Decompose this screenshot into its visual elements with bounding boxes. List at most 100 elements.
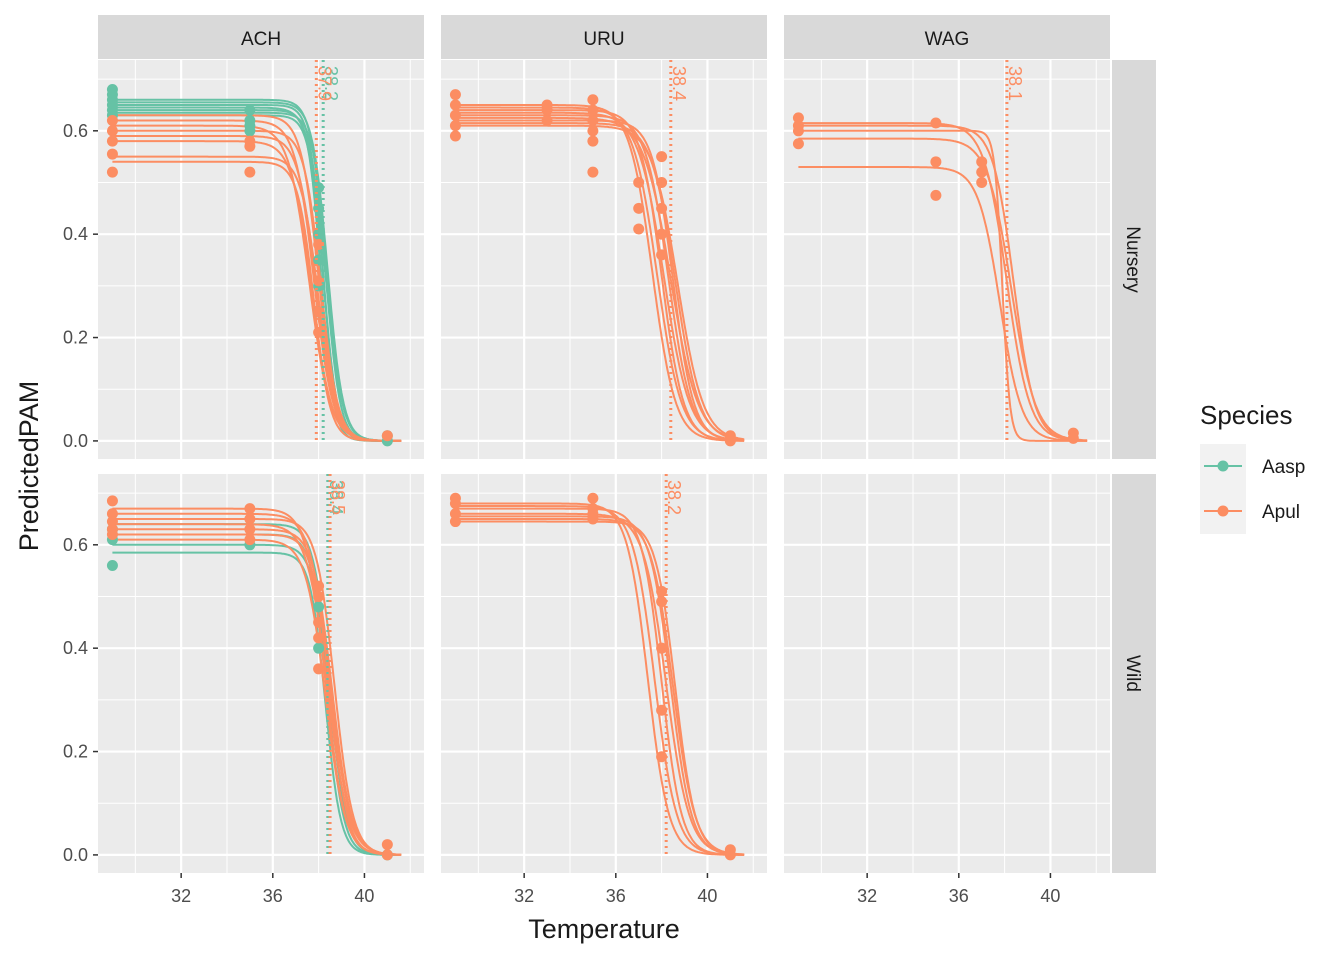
y-axis-title: PredictedPAM [14,381,44,552]
panel: 38.438.5 [98,474,424,873]
data-point [313,254,325,266]
data-point [106,166,118,178]
x-tick-label: 32 [857,886,877,906]
data-point [244,125,256,137]
data-point [106,528,118,540]
y-tick-label: 0.0 [63,845,88,865]
data-point [244,523,256,535]
fit-curve [455,114,745,442]
panel-background [441,474,767,873]
data-point [976,176,988,188]
x-tick-label: 36 [606,886,626,906]
data-point [930,189,942,201]
fit-curve [798,137,1088,442]
ed50-label: 37.9 [314,66,334,101]
x-axis-title: Temperature [528,914,680,944]
data-point [106,125,118,137]
fit-curve [112,551,402,856]
data-point [313,616,325,628]
fit-curve [112,538,402,856]
data-point [313,590,325,602]
data-point [313,326,325,338]
legend-label: Aasp [1262,457,1305,478]
data-point [313,632,325,644]
y-tick-label: 0.0 [63,431,88,451]
fit-curve [455,520,745,856]
data-point [313,580,325,592]
panel-background [784,60,1110,459]
data-point [381,849,393,861]
fit-curve [455,122,745,441]
fit-curve [455,507,745,856]
data-point [313,601,325,613]
data-point [656,249,668,261]
data-point [541,104,553,116]
fit-curve [798,166,1088,442]
data-point [633,176,645,188]
data-point [244,534,256,546]
panel [784,474,1110,873]
data-point [244,104,256,116]
panel: 38.4 [441,60,767,459]
data-point [106,114,118,126]
data-point [633,223,645,235]
data-point [633,202,645,214]
fit-curve [112,533,402,856]
data-point [106,135,118,147]
panel-data: 38.237.9 [106,60,402,447]
y-tick-label: 0.2 [63,742,88,762]
fit-curve [112,523,402,856]
data-point [587,114,599,126]
data-point [587,104,599,116]
fit-curve [112,528,402,856]
y-tick-label: 0.6 [63,535,88,555]
fit-curve [455,116,745,441]
data-point [930,156,942,168]
column-strip-label: URU [583,29,624,50]
panel-data: 38.4 [449,60,745,447]
data-point [656,596,668,608]
y-tick-label: 0.4 [63,638,88,658]
data-point [656,751,668,763]
data-point [587,135,599,147]
data-point [106,508,118,520]
ed50-label: 38.1 [1005,66,1025,101]
data-point [244,140,256,152]
ed50-label: 38.4 [326,480,346,515]
x-tick-label: 36 [949,886,969,906]
x-tick-label: 36 [263,886,283,906]
fit-curve [455,109,745,442]
x-tick-label: 32 [514,886,534,906]
y-tick-label: 0.6 [63,121,88,141]
data-point [792,138,804,150]
fit-curve [455,515,745,856]
data-point [656,202,668,214]
data-point [976,156,988,168]
data-point [587,166,599,178]
y-tick-label: 0.2 [63,328,88,348]
ed50-label: 38.5 [328,480,348,515]
fit-curve [112,111,402,442]
column-strip-label: ACH [241,29,281,50]
strip [441,15,767,59]
data-point [656,176,668,188]
data-point [587,94,599,106]
data-point [792,112,804,124]
legend-point [1217,460,1229,472]
ed50-label: 38.4 [669,66,689,101]
data-point [313,642,325,654]
fit-curve [455,104,745,442]
panel: 38.237.9 [98,60,424,459]
data-point [449,516,461,528]
x-tick-label: 40 [1040,886,1060,906]
fit-curve [798,122,1088,442]
data-point [449,109,461,121]
column-strip-label: WAG [925,29,970,50]
strip [784,15,1110,59]
data-point [587,125,599,137]
data-point [656,585,668,597]
data-point [1067,432,1079,444]
panel-data: 38.1 [792,60,1088,444]
data-point [313,306,325,318]
data-point [244,513,256,525]
